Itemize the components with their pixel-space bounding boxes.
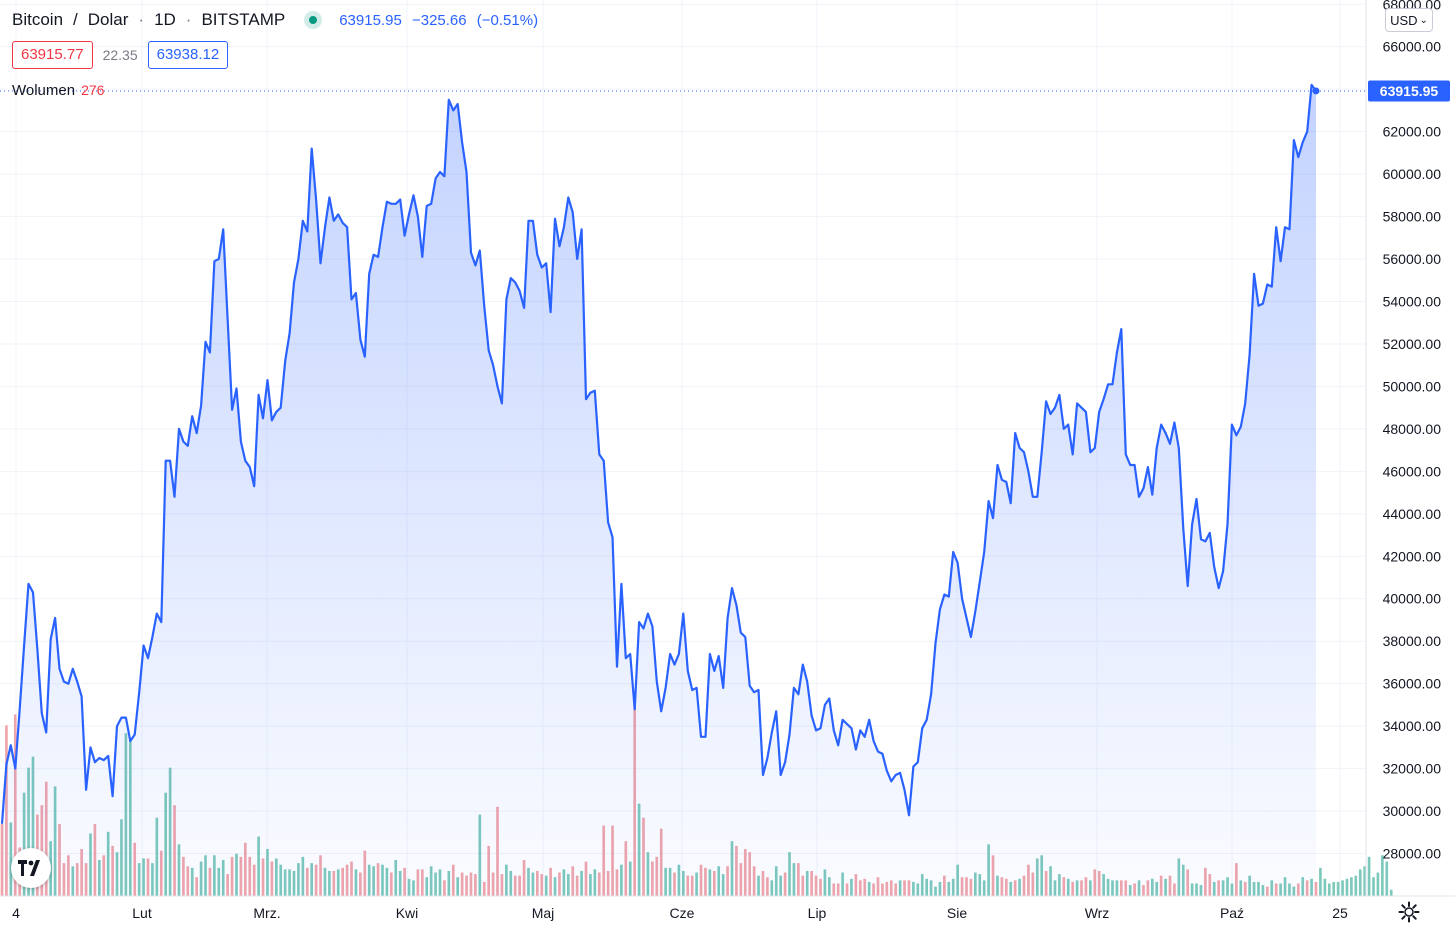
- volume-bar: [1381, 855, 1384, 896]
- y-tick-label: 44000.00: [1383, 506, 1442, 522]
- y-tick-label: 56000.00: [1383, 251, 1442, 267]
- interval-label[interactable]: 1D: [154, 10, 176, 29]
- tradingview-logo-icon: [18, 860, 40, 876]
- price-axis[interactable]: 28000.00 30000.00 32000.00 34000.00 36000.00…: [1383, 0, 1442, 862]
- volume-bar: [0, 824, 4, 896]
- quote-values: 63915.95 −325.66 (−0.51%): [339, 12, 544, 29]
- volume-bar: [1358, 869, 1362, 896]
- y-tick-label: 66000.00: [1383, 39, 1442, 55]
- separator: /: [73, 10, 78, 29]
- currency-value: USD: [1390, 12, 1418, 28]
- x-tick-label: Maj: [532, 905, 555, 921]
- volume-bar: [1376, 872, 1380, 896]
- y-tick-label: 42000.00: [1383, 548, 1442, 564]
- volume-bar: [1332, 881, 1336, 896]
- volume-bar: [1372, 877, 1375, 896]
- tradingview-logo-icon[interactable]: [11, 848, 51, 888]
- x-tick-label: Cze: [670, 905, 695, 921]
- x-tick-label: 25: [1332, 905, 1348, 921]
- x-tick-label: Paź: [1220, 905, 1244, 921]
- volume-bar: [1336, 881, 1340, 896]
- volume-bar: [1385, 861, 1389, 896]
- currency-select[interactable]: USD ⌄: [1385, 8, 1433, 32]
- y-tick-label: 34000.00: [1383, 718, 1442, 734]
- last-price: 63915.95: [339, 11, 402, 29]
- buy-price-button[interactable]: 63938.12: [147, 41, 229, 69]
- volume-bar: [1354, 875, 1358, 896]
- quote-currency[interactable]: Dolar: [87, 10, 129, 29]
- last-price-dot: [1312, 87, 1320, 95]
- volume-bar: [1341, 880, 1344, 896]
- volume-bar: [1323, 878, 1327, 896]
- volume-bar: [1363, 866, 1366, 896]
- x-tick-label: Lut: [132, 905, 152, 921]
- separator: ·: [138, 10, 145, 29]
- y-tick-label: 32000.00: [1383, 761, 1442, 777]
- price-change-percent: (−0.51%): [476, 11, 539, 29]
- market-status-icon[interactable]: [309, 16, 318, 24]
- spread-value: 22.35: [102, 47, 138, 63]
- x-tick-label: Lip: [808, 905, 827, 921]
- x-tick-label: Kwi: [396, 905, 419, 921]
- volume-legend[interactable]: Wolumen 276: [12, 82, 104, 99]
- exchange-label[interactable]: BITSTAMP: [201, 10, 286, 29]
- symbol-legend: Bitcoin / Dolar · 1D · BITSTAMP 63915.95…: [12, 10, 544, 30]
- volume-bar: [1327, 883, 1331, 896]
- last-price-tag: 63915.95: [1368, 80, 1450, 102]
- volume-bar: [1367, 856, 1371, 896]
- gear-icon: [1398, 901, 1420, 923]
- x-tick-label: Mrz.: [253, 905, 280, 921]
- price-change: −325.66: [411, 11, 467, 29]
- volume-bar: [1319, 867, 1322, 896]
- y-tick-label: 54000.00: [1383, 293, 1442, 309]
- chevron-down-icon: ⌄: [1419, 14, 1428, 26]
- x-tick-label: 4: [12, 905, 20, 921]
- x-tick-label: Sie: [947, 905, 967, 921]
- y-tick-label: 28000.00: [1383, 846, 1442, 862]
- y-tick-label: 52000.00: [1383, 336, 1442, 352]
- y-tick-label: 60000.00: [1383, 166, 1442, 182]
- volume-bar: [1389, 889, 1393, 896]
- y-tick-label: 62000.00: [1383, 124, 1442, 140]
- symbol-name[interactable]: Bitcoin: [12, 10, 64, 29]
- y-tick-label: 36000.00: [1383, 676, 1442, 692]
- sell-price-button[interactable]: 63915.77: [12, 41, 93, 69]
- y-tick-label: 58000.00: [1383, 209, 1442, 225]
- gear-icon[interactable]: [1398, 901, 1420, 923]
- time-axis[interactable]: 4 Lut Mrz. Kwi Maj Cze Lip Sie Wrz Paź 25: [12, 905, 1348, 921]
- price-line: [0, 83, 1317, 824]
- y-tick-label: 46000.00: [1383, 463, 1442, 479]
- price-area-fill: [2, 84, 1316, 896]
- y-tick-label: 30000.00: [1383, 803, 1442, 819]
- y-tick-label: 48000.00: [1383, 421, 1442, 437]
- volume-label: Wolumen: [12, 82, 76, 99]
- volume-bar: [1345, 878, 1349, 896]
- bid-ask-panel: 63915.77 22.35 63938.12: [12, 41, 229, 69]
- volume-bar: [1350, 877, 1353, 896]
- y-tick-label: 40000.00: [1383, 591, 1442, 607]
- x-tick-label: Wrz: [1085, 905, 1110, 921]
- volume-value: 276: [81, 82, 105, 98]
- separator: ·: [185, 10, 192, 29]
- y-tick-label: 38000.00: [1383, 633, 1442, 649]
- y-tick-label: 50000.00: [1383, 378, 1442, 394]
- last-price-label: 63915.95: [1380, 83, 1439, 99]
